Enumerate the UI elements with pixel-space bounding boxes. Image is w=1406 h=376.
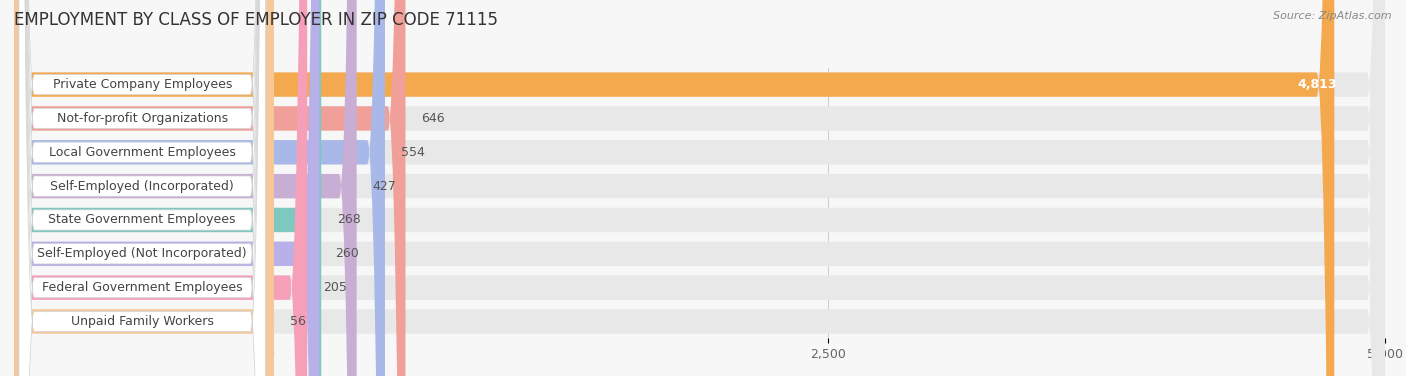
FancyBboxPatch shape [14, 0, 385, 376]
Text: 427: 427 [373, 180, 396, 193]
Text: 56: 56 [290, 315, 305, 328]
Text: Local Government Employees: Local Government Employees [49, 146, 236, 159]
FancyBboxPatch shape [14, 0, 1385, 376]
FancyBboxPatch shape [14, 0, 1385, 376]
Text: Self-Employed (Incorporated): Self-Employed (Incorporated) [51, 180, 235, 193]
Text: Not-for-profit Organizations: Not-for-profit Organizations [56, 112, 228, 125]
FancyBboxPatch shape [14, 0, 307, 376]
Text: Source: ZipAtlas.com: Source: ZipAtlas.com [1274, 11, 1392, 21]
FancyBboxPatch shape [14, 0, 1385, 376]
FancyBboxPatch shape [14, 0, 1385, 376]
FancyBboxPatch shape [18, 0, 266, 376]
FancyBboxPatch shape [14, 0, 1334, 376]
Text: 646: 646 [420, 112, 444, 125]
FancyBboxPatch shape [18, 0, 266, 376]
FancyBboxPatch shape [14, 0, 321, 376]
Text: Federal Government Employees: Federal Government Employees [42, 281, 243, 294]
Text: Self-Employed (Not Incorporated): Self-Employed (Not Incorporated) [38, 247, 247, 260]
FancyBboxPatch shape [18, 0, 266, 376]
FancyBboxPatch shape [18, 0, 266, 376]
Text: EMPLOYMENT BY CLASS OF EMPLOYER IN ZIP CODE 71115: EMPLOYMENT BY CLASS OF EMPLOYER IN ZIP C… [14, 11, 498, 29]
FancyBboxPatch shape [14, 0, 1385, 376]
FancyBboxPatch shape [14, 0, 1385, 376]
Text: 205: 205 [323, 281, 347, 294]
Text: 260: 260 [335, 247, 359, 260]
Text: State Government Employees: State Government Employees [48, 214, 236, 226]
FancyBboxPatch shape [18, 0, 266, 376]
Text: 4,813: 4,813 [1298, 78, 1337, 91]
FancyBboxPatch shape [14, 0, 405, 376]
Text: 554: 554 [401, 146, 425, 159]
FancyBboxPatch shape [18, 0, 266, 376]
FancyBboxPatch shape [14, 0, 1385, 376]
Text: 268: 268 [337, 214, 360, 226]
Text: Unpaid Family Workers: Unpaid Family Workers [70, 315, 214, 328]
FancyBboxPatch shape [14, 0, 357, 376]
FancyBboxPatch shape [14, 0, 319, 376]
FancyBboxPatch shape [14, 0, 1385, 376]
Text: Private Company Employees: Private Company Employees [52, 78, 232, 91]
FancyBboxPatch shape [14, 0, 274, 376]
FancyBboxPatch shape [18, 0, 266, 376]
FancyBboxPatch shape [18, 0, 266, 376]
